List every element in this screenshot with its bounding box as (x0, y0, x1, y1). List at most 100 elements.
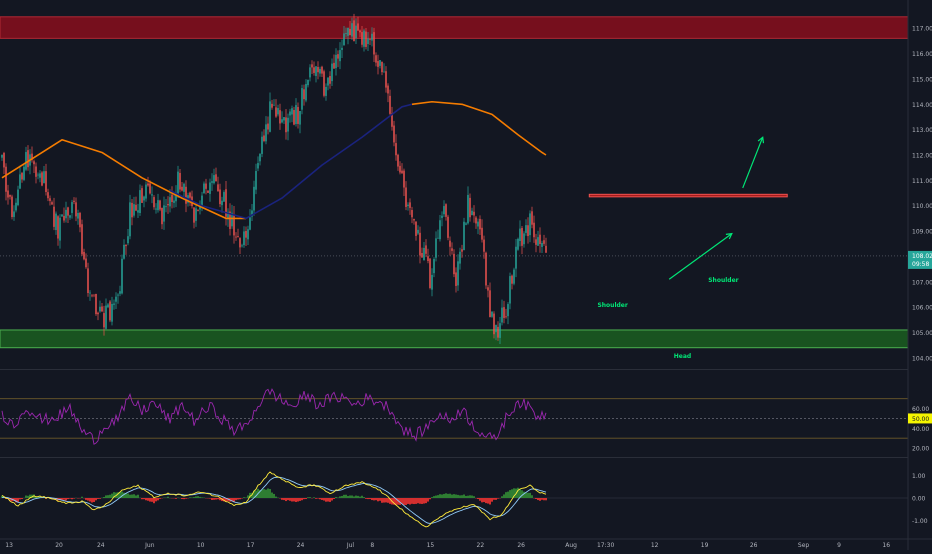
y-tick-label: 111.00 (912, 178, 932, 185)
support-zone[interactable] (0, 330, 908, 348)
macd-histogram-bar (521, 490, 523, 498)
macd-histogram-bar (27, 496, 29, 498)
candle[interactable] (429, 258, 431, 289)
macd-histogram-bar (269, 489, 271, 498)
y-tick-label: 104.00 (912, 355, 932, 362)
macd-histogram-bar (347, 496, 349, 498)
candle[interactable] (95, 294, 97, 316)
macd-histogram-bar (481, 498, 483, 502)
x-tick-label: 9 (837, 542, 841, 549)
candle[interactable] (11, 195, 13, 220)
macd-histogram-bar (137, 495, 139, 498)
macd-histogram-bar (365, 498, 367, 499)
macd-histogram-bar (275, 497, 277, 498)
macd-histogram-bar (489, 498, 491, 504)
macd-histogram-bar (487, 498, 489, 504)
macd-histogram-bar (151, 498, 153, 502)
x-tick-label: 20 (55, 542, 63, 549)
macd-histogram-bar (497, 498, 499, 499)
resistance-zone[interactable] (0, 17, 908, 39)
candle[interactable] (109, 300, 111, 322)
candle[interactable] (159, 200, 161, 211)
last-price-value: 108.02 (912, 253, 932, 260)
macd-histogram-bar (305, 498, 307, 499)
x-tick-label: 26 (750, 542, 758, 549)
candle[interactable] (323, 70, 325, 98)
macd-histogram-bar (325, 498, 327, 502)
macd-histogram-bar (141, 498, 143, 499)
macd-histogram-bar (471, 496, 473, 498)
candle[interactable] (121, 255, 123, 295)
macd-histogram-bar (459, 495, 461, 498)
macd-histogram-bar (495, 498, 497, 500)
macd-histogram-bar (127, 493, 129, 498)
macd-histogram-bar (467, 496, 469, 498)
x-tick-label: 8 (370, 542, 374, 549)
macd-histogram-bar (331, 498, 333, 500)
macd-histogram-bar (87, 498, 89, 501)
macd-histogram-bar (407, 498, 409, 504)
macd-histogram-bar (517, 488, 519, 498)
macd-histogram-bar (289, 498, 291, 501)
x-tick-label: 26 (517, 542, 525, 549)
x-tick-label: 16 (882, 542, 890, 549)
macd-histogram-bar (373, 498, 375, 500)
candle[interactable] (517, 238, 519, 251)
macd-histogram-bar (273, 494, 275, 498)
y-tick-label: 0.00 (912, 496, 926, 503)
macd-histogram-bar (443, 494, 445, 498)
macd-histogram-bar (215, 498, 217, 500)
macd-histogram-bar (107, 495, 109, 498)
macd-histogram-bar (461, 495, 463, 498)
macd-histogram-bar (261, 490, 263, 498)
macd-histogram-bar (235, 498, 237, 500)
macd-histogram-bar (181, 498, 183, 499)
macd-histogram-bar (197, 496, 199, 498)
macd-histogram-bar (149, 498, 151, 502)
candle[interactable] (463, 218, 465, 251)
x-tick-label: 17 (247, 542, 255, 549)
neckline-zone[interactable] (589, 194, 787, 197)
macd-histogram-bar (369, 498, 371, 499)
macd-histogram-bar (339, 496, 341, 498)
macd-histogram-bar (155, 498, 157, 501)
macd-histogram-bar (511, 489, 513, 498)
macd-histogram-bar (363, 497, 365, 498)
candle[interactable] (81, 220, 83, 256)
macd-histogram-bar (201, 497, 203, 498)
macd-histogram-bar (97, 498, 99, 499)
macd-histogram-bar (343, 495, 345, 498)
macd-histogram-bar (357, 496, 359, 498)
macd-histogram-bar (415, 498, 417, 504)
macd-histogram-bar (283, 498, 285, 500)
macd-histogram-bar (435, 496, 437, 498)
x-tick-label: 24 (97, 542, 105, 549)
y-tick-label: 1.00 (912, 473, 926, 480)
candle[interactable] (207, 190, 209, 193)
macd-histogram-bar (433, 496, 435, 498)
macd-histogram-bar (67, 498, 69, 499)
x-tick-label: 15 (427, 542, 435, 549)
macd-histogram-bar (491, 498, 493, 502)
macd-histogram-bar (485, 498, 487, 503)
candle[interactable] (41, 171, 43, 186)
macd-histogram-bar (349, 495, 351, 498)
y-tick-label: 105.00 (912, 330, 932, 337)
macd-histogram-bar (405, 498, 407, 505)
candle[interactable] (485, 252, 487, 289)
macd-histogram-bar (135, 495, 137, 498)
candle[interactable] (513, 268, 515, 286)
macd-histogram-bar (345, 495, 347, 498)
macd-histogram-bar (451, 495, 453, 498)
macd-histogram-bar (531, 495, 533, 498)
candle[interactable] (23, 164, 25, 181)
macd-histogram-bar (431, 497, 433, 498)
y-tick-label: 110.00 (912, 203, 932, 210)
x-tick-label: Jun (144, 542, 155, 549)
candle[interactable] (141, 186, 143, 203)
candle[interactable] (447, 215, 449, 240)
x-tick-label: Aug (565, 542, 577, 549)
macd-histogram-bar (537, 498, 539, 500)
